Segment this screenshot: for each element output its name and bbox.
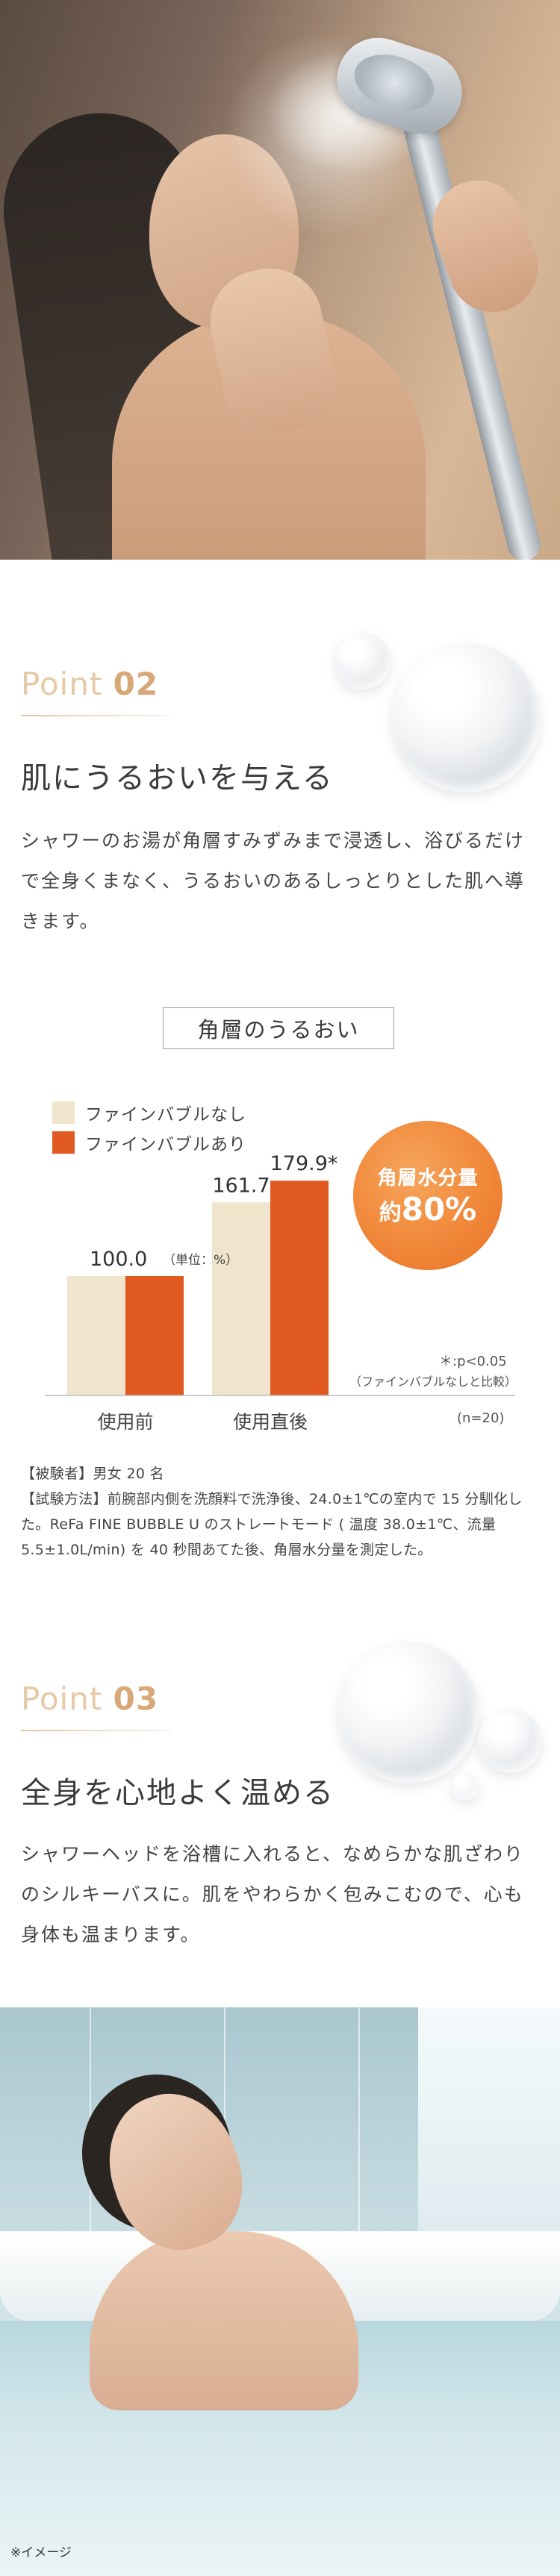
data-label-3: 179.9* xyxy=(270,1152,338,1175)
point-02-heading: 肌にうるおいを与える xyxy=(21,761,334,795)
comparison-note: （ファインバブルなしと比較） xyxy=(349,1375,517,1389)
legend-item-without: ファインバブルなし xyxy=(52,1100,246,1125)
badge-value: 約80% xyxy=(379,1191,477,1228)
unit-label: （単位：%） xyxy=(163,1253,238,1268)
hero-shower-photo xyxy=(0,0,560,560)
category-label-2: 使用直後 xyxy=(233,1411,308,1433)
data-label-2: 161.7 xyxy=(212,1174,270,1197)
test-subjects: 【被験者】男女 20 名 xyxy=(21,1466,164,1482)
legend-label-with: ファインバブルあり xyxy=(85,1135,246,1154)
point-02-body: シャワーのお湯が角層すみずみまで浸透し、浴びるだけで全身くまなく、うるおいのある… xyxy=(21,830,526,932)
point-03-heading: 全身を心地よく温める xyxy=(21,1776,335,1810)
legend-swatch-without xyxy=(52,1101,75,1124)
test-method: 【試験方法】前腕部内側を洗顔料で洗浄後、24.0±1℃の室内で 15 分馴化した… xyxy=(21,1491,523,1558)
bar-2-2 xyxy=(270,1181,329,1395)
bath-photo xyxy=(0,2007,560,2576)
bubble-decoration xyxy=(337,1642,479,1783)
badge-label: 角層水分量 xyxy=(377,1167,479,1189)
point-02-label: Point 02 xyxy=(21,666,159,702)
image-caption: ※イメージ xyxy=(10,2545,72,2560)
bubble-decoration xyxy=(335,633,391,690)
point-03-underline xyxy=(21,1730,170,1731)
bubble-decoration xyxy=(478,1709,542,1773)
point-02-underline xyxy=(21,715,170,716)
bubble-decoration xyxy=(451,1772,479,1801)
point-03-body: シャワーヘッドを浴槽に入れると、なめらかな肌ざわりのシルキーバスに。肌をやわらか… xyxy=(21,1843,525,1945)
point-03-label: Point 03 xyxy=(21,1681,159,1717)
data-label-1: 100.0 xyxy=(90,1248,147,1271)
bathroom-window xyxy=(418,2007,560,2261)
legend-item-with: ファインバブルあり xyxy=(52,1130,246,1155)
bar-1-1 xyxy=(67,1276,125,1395)
sample-size-note: (n=20) xyxy=(457,1410,505,1426)
test-notes: 【被験者】男女 20 名 【試験方法】前腕部内側を洗顔料で洗浄後、24.0±1℃… xyxy=(21,1461,544,1563)
model-body xyxy=(90,2231,358,2410)
chart-title: 角層のうるおい xyxy=(163,1007,394,1049)
bubble-decoration xyxy=(391,643,541,793)
legend-label-without: ファインバブルなし xyxy=(85,1105,246,1125)
legend-swatch-with xyxy=(52,1131,75,1154)
wall-tile-line xyxy=(358,2007,360,2254)
significance-note: ＊:p<0.05 xyxy=(439,1354,507,1369)
category-label-1: 使用前 xyxy=(97,1411,153,1433)
moisture-badge: 角層水分量 約80% xyxy=(353,1121,503,1270)
bar-2-1 xyxy=(212,1202,270,1395)
bar-1-2 xyxy=(125,1276,184,1395)
